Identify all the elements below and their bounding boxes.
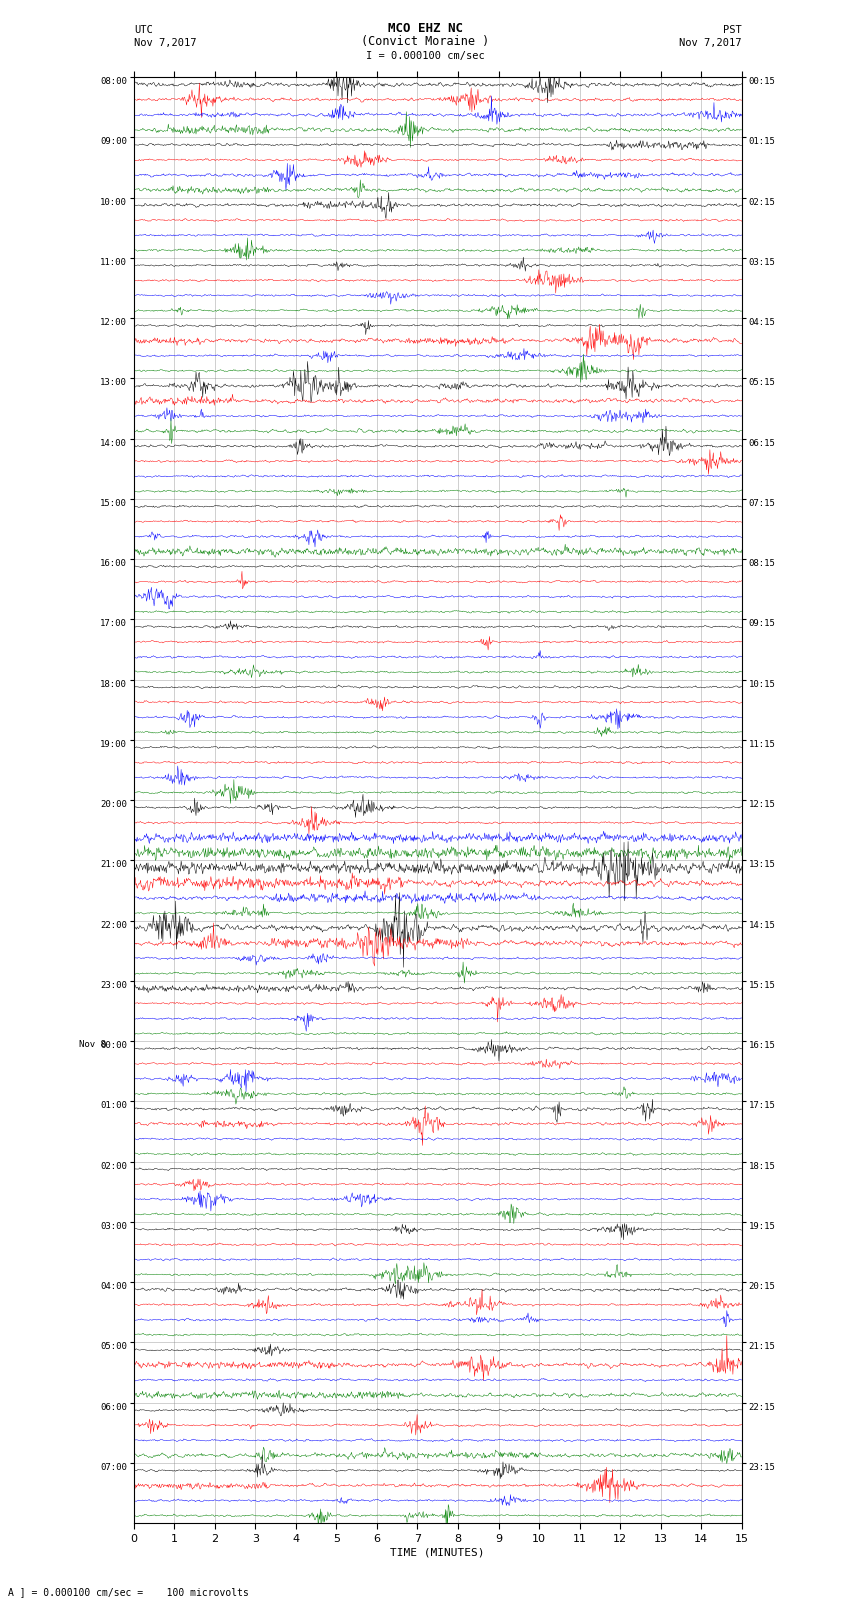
Text: A ] = 0.000100 cm/sec =    100 microvolts: A ] = 0.000100 cm/sec = 100 microvolts <box>8 1587 249 1597</box>
Text: Nov 8: Nov 8 <box>79 1039 106 1048</box>
Text: I = 0.000100 cm/sec: I = 0.000100 cm/sec <box>366 52 484 61</box>
Text: (Convict Moraine ): (Convict Moraine ) <box>361 35 489 48</box>
Text: Nov 7,2017: Nov 7,2017 <box>679 39 742 48</box>
Text: UTC: UTC <box>133 26 152 35</box>
Text: PST: PST <box>723 26 742 35</box>
Text: Nov 7,2017: Nov 7,2017 <box>133 39 196 48</box>
Text: MCO EHZ NC: MCO EHZ NC <box>388 23 462 35</box>
X-axis label: TIME (MINUTES): TIME (MINUTES) <box>390 1548 485 1558</box>
